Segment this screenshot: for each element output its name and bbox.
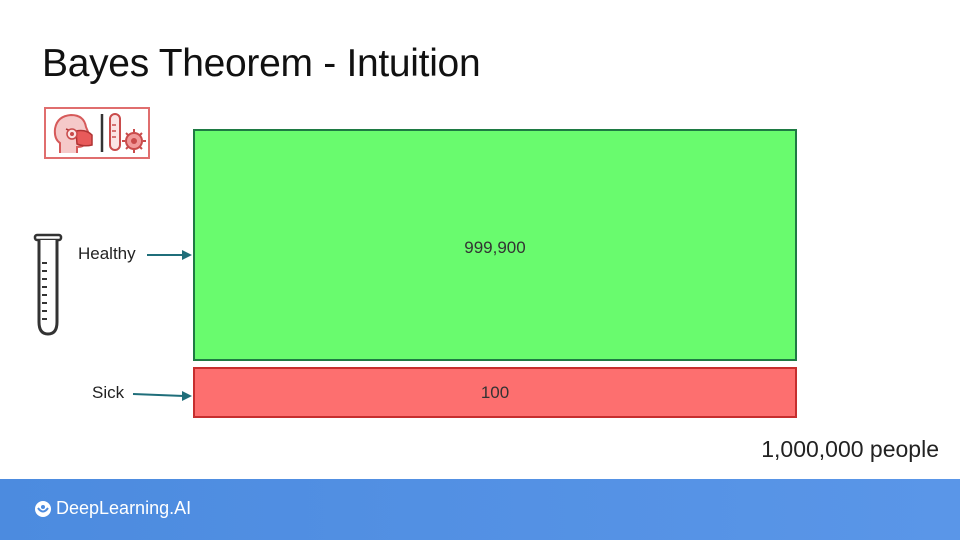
healthy-count: 999,900 [464, 238, 526, 257]
sick-population-box: 100 [193, 367, 797, 418]
healthy-population-box: 999,900 [193, 129, 797, 361]
sick-count: 100 [480, 382, 510, 402]
test-tube-virus-icon [109, 113, 146, 153]
healthy-label: Healthy [78, 244, 136, 263]
healthy-arrow [147, 250, 192, 260]
brand: DeepLearning.AI [34, 498, 191, 519]
footer-bar: DeepLearning.AI [0, 479, 960, 540]
slide-title: Bayes Theorem - Intuition [42, 42, 481, 85]
test-tube-icon [33, 233, 63, 336]
sick-person-mask-icon [53, 113, 104, 153]
sick-arrow [132, 391, 192, 401]
total-population-label: 1,000,000 people [761, 436, 939, 462]
disease-icon-panel [44, 107, 150, 159]
deeplearning-logo-icon [35, 500, 51, 517]
sick-label: Sick [92, 383, 125, 402]
brand-name: DeepLearning.AI [56, 498, 192, 518]
